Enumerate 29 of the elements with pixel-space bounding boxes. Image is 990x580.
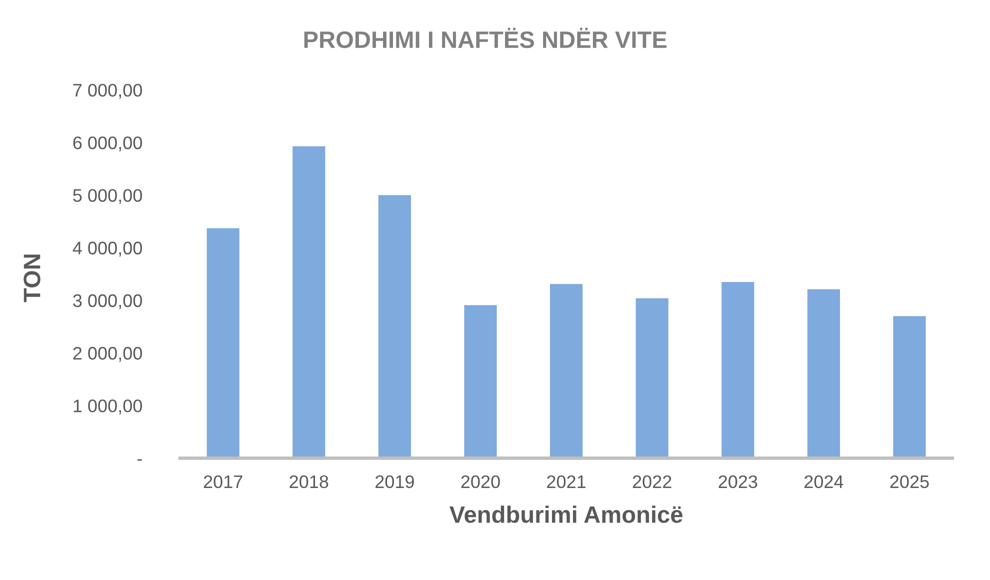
y-tick-label: 6 000,00: [73, 136, 142, 152]
bar: [292, 146, 326, 458]
x-tick-label: 2022: [632, 475, 672, 488]
bar: [893, 316, 926, 458]
bar: [550, 284, 583, 458]
bar: [636, 298, 668, 458]
x-tick-label: 2020: [461, 475, 500, 488]
x-tick-label: 2025: [890, 475, 929, 488]
x-tick-label: 2018: [290, 475, 328, 488]
y-tick-label: 3 000,00: [73, 294, 142, 310]
y-tick-label: 7 000,00: [73, 84, 142, 99]
bar: [464, 305, 497, 458]
x-tick-label: 2023: [718, 475, 758, 488]
x-tick-label: 2021: [547, 475, 586, 488]
y-tick-label: -: [137, 459, 142, 461]
x-tick-label: 2019: [376, 475, 414, 488]
y-tick-label: 1 000,00: [74, 400, 142, 414]
chart-title: PRODHIMI I NAFTËS NDËR VITE: [304, 28, 667, 48]
y-axis-title: TON: [24, 254, 40, 302]
x-axis-title: Vendburimi Amonicë: [449, 506, 682, 523]
y-tick-label: 5 000,00: [73, 189, 142, 204]
bar: [807, 289, 840, 458]
bar: [722, 282, 754, 458]
x-tick-label: 2017: [204, 475, 242, 488]
bar: [378, 195, 411, 458]
y-tick-label: 4 000,00: [72, 242, 142, 257]
bar: [206, 228, 240, 458]
x-tick-label: 2024: [804, 475, 844, 488]
y-tick-label: 2 000,00: [73, 346, 142, 362]
